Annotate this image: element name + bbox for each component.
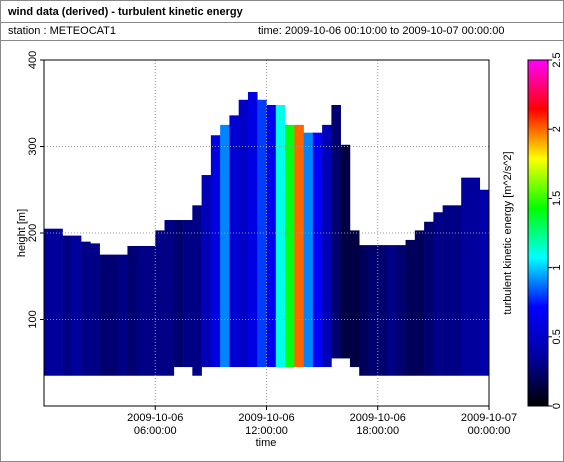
heatmap-cell <box>183 220 193 368</box>
heatmap-cell <box>53 228 63 376</box>
heatmap-cell <box>136 245 147 376</box>
heatmap-cell <box>424 221 434 376</box>
heatmap-cell <box>442 205 453 376</box>
colorbar-tick-label: 1 <box>551 265 563 271</box>
heatmap-cell <box>71 235 82 376</box>
heatmap-cell <box>81 241 91 376</box>
heatmap-cell <box>62 235 73 376</box>
heatmap-cell <box>405 239 416 376</box>
heatmap-cell <box>266 104 277 368</box>
heatmap-cell <box>90 243 100 376</box>
heatmap-cell <box>99 254 110 376</box>
heatmap-cell <box>220 124 230 368</box>
heatmap-cell <box>312 132 323 368</box>
x-tick-label: 2009-10-06 12:00:00 <box>238 412 295 437</box>
heatmap-cell <box>257 99 267 368</box>
colorbar-tick-label: 0.5 <box>551 329 563 344</box>
heatmap-cell <box>479 189 490 376</box>
heatmap-cell <box>155 230 165 376</box>
heatmap-cell <box>145 245 156 376</box>
x-tick-label: 2009-10-07 00:00:00 <box>460 412 518 437</box>
heatmap-cell <box>229 115 239 368</box>
heatmap-cell <box>359 245 369 376</box>
y-tick-label: 200 <box>27 224 39 242</box>
heatmap-cell <box>44 228 54 376</box>
heatmap-cell <box>210 135 221 368</box>
x-axis-label: time <box>256 437 277 449</box>
colorbar <box>527 59 549 407</box>
heatmap-cell <box>414 230 425 376</box>
y-tick-label: 300 <box>27 137 39 155</box>
y-tick-label: 100 <box>27 310 39 328</box>
y-tick-label: 400 <box>27 51 39 69</box>
heatmap-cell <box>285 124 295 368</box>
colorbar-tick-label: 0 <box>551 403 563 409</box>
x-tick-label: 2009-10-06 18:00:00 <box>349 412 406 437</box>
station: station : METEOCAT1 <box>8 25 116 37</box>
heatmap-cell <box>377 245 388 376</box>
heatmap-cell <box>451 205 462 376</box>
colorbar-tick-label: 2.5 <box>551 52 563 67</box>
heatmap-cell <box>368 245 379 376</box>
heatmap-cell <box>303 132 314 368</box>
heatmap-cell <box>201 175 212 368</box>
heatmap-cell <box>118 254 128 376</box>
heatmap-cell <box>470 177 481 376</box>
colorbar-tick-label: 1.5 <box>551 191 563 206</box>
heatmap-cell <box>340 144 351 359</box>
heatmap-cell <box>294 124 304 368</box>
heatmap-cell <box>322 124 332 368</box>
colorbar-label: turbulent kinetic energy [m^2/s^2] <box>502 151 514 314</box>
time-range: time: 2009-10-06 00:10:00 to 2009-10-07 … <box>258 25 504 37</box>
heatmap-cell <box>238 99 249 368</box>
plot-border <box>43 59 490 407</box>
heatmap-cell <box>461 177 471 376</box>
y-axis-label: height [m] <box>16 209 28 257</box>
heatmap-cell <box>192 205 202 376</box>
heatmap-cell <box>275 104 286 368</box>
heatmap-cell <box>127 245 138 376</box>
heatmap-cell <box>396 245 406 376</box>
heatmap-cell <box>108 254 119 376</box>
colorbar-tick-label: 2 <box>551 126 563 132</box>
heatmap-cell <box>173 220 184 368</box>
heatmap-cell <box>349 230 360 368</box>
heatmap-cell <box>331 104 341 359</box>
heatmap-cell <box>247 92 258 368</box>
x-tick-label: 2009-10-06 06:00:00 <box>127 412 184 437</box>
chart-title: wind data (derived) - turbulent kinetic … <box>7 6 244 18</box>
heatmap-cell <box>164 220 175 376</box>
heatmap-cell <box>433 212 443 376</box>
heatmap-cell <box>387 245 397 376</box>
